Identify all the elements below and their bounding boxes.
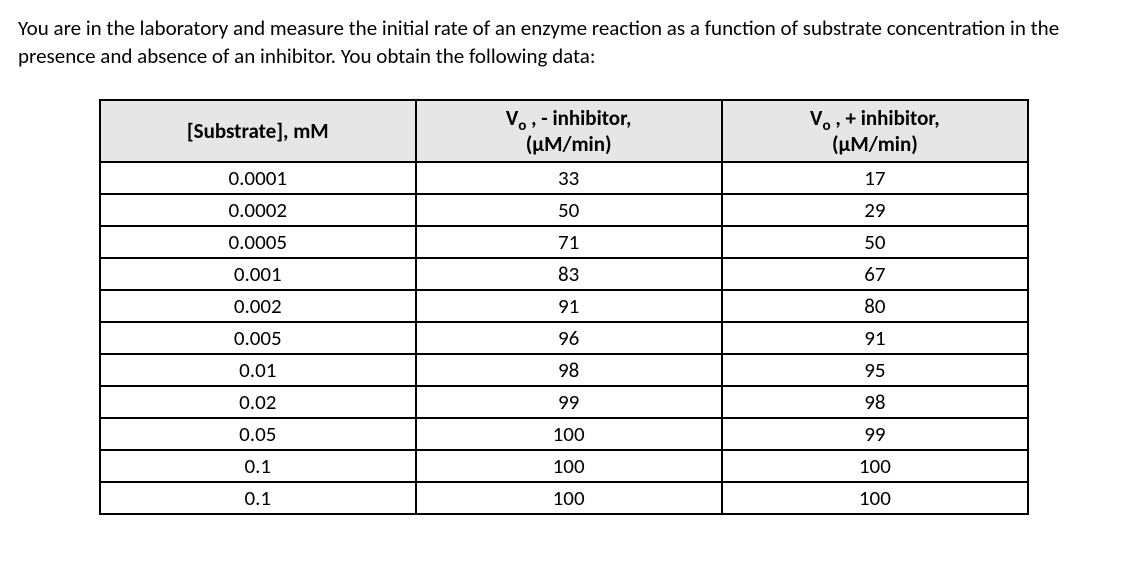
header2-unit: (μM/min) [526,131,612,157]
cell-substrate: 0.05 [100,418,416,450]
table-row: 0.0510099 [100,418,1028,450]
cell-vo-minus: 99 [416,386,722,418]
cell-substrate: 0.01 [100,354,416,386]
table-row: 0.1100100 [100,482,1028,514]
table-row: 0.0029180 [100,290,1028,322]
cell-vo-minus: 50 [416,194,722,226]
header2-pre: V [506,105,518,131]
cell-substrate: 0.005 [100,322,416,354]
kinetics-table: [Substrate], mM Vo , - inhibitor, (μM/mi… [99,99,1029,516]
table-row: 0.1100100 [100,450,1028,482]
cell-vo-minus: 98 [416,354,722,386]
header-vo-minus-inhibitor: Vo , - inhibitor, (μM/min) [416,100,722,163]
table-row: 0.019895 [100,354,1028,386]
header3-sub: o [822,117,830,135]
cell-substrate: 0.0002 [100,194,416,226]
table-row: 0.0018367 [100,258,1028,290]
cell-substrate: 0.1 [100,450,416,482]
cell-substrate: 0.0001 [100,162,416,194]
table-row: 0.00057150 [100,226,1028,258]
cell-vo-plus: 80 [722,290,1028,322]
header3-unit: (μM/min) [832,131,918,157]
cell-vo-plus: 98 [722,386,1028,418]
cell-vo-plus: 95 [722,354,1028,386]
cell-vo-plus: 99 [722,418,1028,450]
cell-vo-minus: 33 [416,162,722,194]
cell-vo-plus: 17 [722,162,1028,194]
cell-vo-minus: 100 [416,418,722,450]
intro-paragraph: You are in the laboratory and measure th… [18,14,1110,71]
cell-vo-plus: 100 [722,482,1028,514]
table-row: 0.00013317 [100,162,1028,194]
cell-substrate: 0.001 [100,258,416,290]
header-substrate: [Substrate], mM [100,100,416,163]
cell-vo-minus: 83 [416,258,722,290]
cell-vo-minus: 100 [416,450,722,482]
header2-mid: , - inhibitor, [526,105,631,131]
table-row: 0.029998 [100,386,1028,418]
cell-vo-minus: 96 [416,322,722,354]
cell-vo-plus: 91 [722,322,1028,354]
cell-vo-minus: 91 [416,290,722,322]
header-row: [Substrate], mM Vo , - inhibitor, (μM/mi… [100,100,1028,163]
cell-vo-plus: 29 [722,194,1028,226]
cell-vo-minus: 71 [416,226,722,258]
header-vo-plus-inhibitor: Vo , + inhibitor, (μM/min) [722,100,1028,163]
cell-substrate: 0.1 [100,482,416,514]
cell-substrate: 0.002 [100,290,416,322]
table-row: 0.00025029 [100,194,1028,226]
cell-vo-minus: 100 [416,482,722,514]
cell-substrate: 0.02 [100,386,416,418]
cell-substrate: 0.0005 [100,226,416,258]
cell-vo-plus: 100 [722,450,1028,482]
table-body: 0.000133170.000250290.000571500.00183670… [100,162,1028,514]
header3-pre: V [810,105,822,131]
header2-sub: o [518,117,526,135]
table-row: 0.0059691 [100,322,1028,354]
header3-mid: , + inhibitor, [831,105,940,131]
cell-vo-plus: 50 [722,226,1028,258]
cell-vo-plus: 67 [722,258,1028,290]
